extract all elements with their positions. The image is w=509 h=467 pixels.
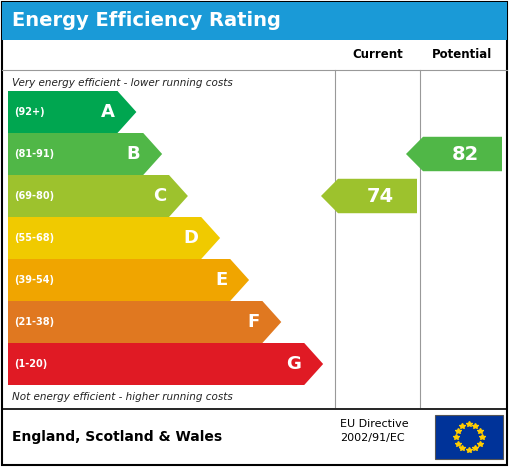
Text: (55-68): (55-68) [14, 233, 54, 243]
Text: Current: Current [352, 49, 403, 62]
Polygon shape [8, 343, 323, 385]
Polygon shape [8, 91, 136, 133]
Text: E: E [215, 271, 227, 289]
Polygon shape [8, 175, 188, 217]
Polygon shape [8, 133, 162, 175]
Text: B: B [127, 145, 140, 163]
Text: (81-91): (81-91) [14, 149, 54, 159]
Text: (1-20): (1-20) [14, 359, 47, 369]
Bar [435, 415, 503, 459]
Text: Not energy efficient - higher running costs: Not energy efficient - higher running co… [12, 392, 233, 402]
Text: C: C [153, 187, 166, 205]
Text: 82: 82 [452, 144, 479, 163]
Bar [2, 2, 507, 40]
Text: 74: 74 [367, 186, 394, 205]
Text: Potential: Potential [432, 49, 493, 62]
Text: A: A [101, 103, 115, 121]
Text: EU Directive
2002/91/EC: EU Directive 2002/91/EC [340, 419, 409, 443]
Text: (69-80): (69-80) [14, 191, 54, 201]
Polygon shape [8, 217, 220, 259]
Text: G: G [287, 355, 301, 373]
Text: D: D [183, 229, 198, 247]
Polygon shape [8, 259, 249, 301]
Text: (92+): (92+) [14, 107, 45, 117]
Text: F: F [247, 313, 260, 331]
Polygon shape [406, 137, 502, 171]
Text: Energy Efficiency Rating: Energy Efficiency Rating [12, 12, 281, 30]
Text: Very energy efficient - lower running costs: Very energy efficient - lower running co… [12, 78, 233, 88]
Text: (39-54): (39-54) [14, 275, 54, 285]
Polygon shape [321, 179, 417, 213]
Text: England, Scotland & Wales: England, Scotland & Wales [12, 430, 222, 444]
Polygon shape [8, 301, 281, 343]
Text: (21-38): (21-38) [14, 317, 54, 327]
